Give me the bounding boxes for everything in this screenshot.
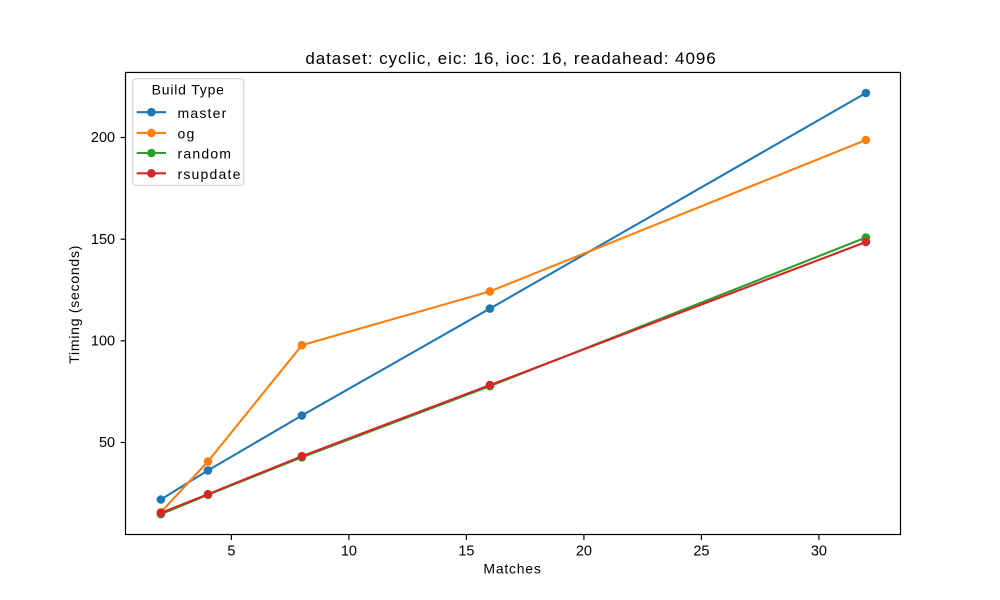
svg-text:master: master [178, 105, 228, 121]
svg-text:og: og [178, 126, 196, 142]
svg-text:100: 100 [91, 333, 115, 349]
svg-text:15: 15 [458, 543, 474, 559]
svg-text:200: 200 [91, 130, 115, 146]
svg-text:dataset: cyclic, eic: 16, ioc:: dataset: cyclic, eic: 16, ioc: 16, reada… [305, 49, 716, 68]
svg-text:25: 25 [693, 543, 709, 559]
svg-text:150: 150 [91, 232, 115, 248]
svg-text:5: 5 [227, 543, 235, 559]
svg-text:20: 20 [576, 543, 592, 559]
svg-text:10: 10 [341, 543, 357, 559]
svg-text:Build Type: Build Type [152, 82, 225, 98]
svg-text:rsupdate: rsupdate [178, 166, 242, 182]
svg-text:50: 50 [99, 435, 115, 451]
svg-text:random: random [178, 146, 233, 162]
svg-text:Matches: Matches [483, 561, 541, 577]
svg-text:Timing (seconds): Timing (seconds) [66, 245, 82, 364]
svg-text:30: 30 [811, 543, 827, 559]
